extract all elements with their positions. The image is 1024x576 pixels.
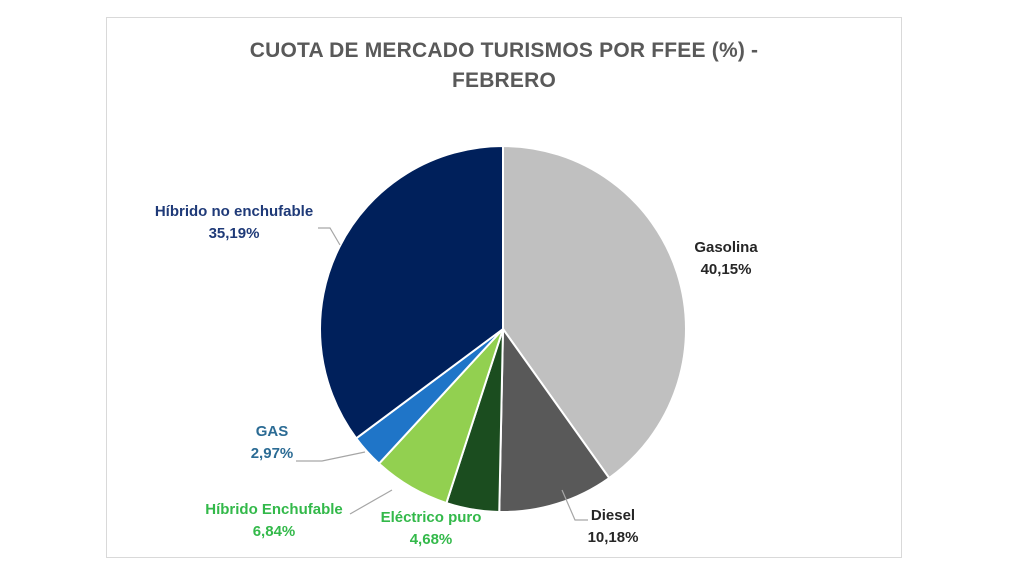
slice-category-label: GAS xyxy=(256,423,289,440)
slice-value-label: 35,19% xyxy=(209,225,260,242)
leader-line xyxy=(349,489,393,515)
leader-line xyxy=(296,451,366,462)
chart-title: CUOTA DE MERCADO TURISMOS POR FFEE (%) -… xyxy=(107,36,901,96)
slice-label-group: GAS 2,97% xyxy=(251,423,294,462)
pie-slice-gasolina xyxy=(502,144,687,480)
pie-slice-diesel xyxy=(498,325,611,513)
leader-line xyxy=(561,489,588,521)
leader-line xyxy=(318,227,341,246)
slice-labels: Gasolina 40,15% Diesel 10,18% Eléctrico puro… xyxy=(155,203,759,548)
slice-category-label: Híbrido Enchufable xyxy=(205,501,343,518)
slice-value-label: 40,15% xyxy=(701,261,752,278)
slice-value-label: 10,18% xyxy=(588,529,639,546)
slice-category-label: Diesel xyxy=(591,507,635,524)
slice-label-group: Gasolina 40,15% xyxy=(694,239,758,278)
slice-category-label: Híbrido no enchufable xyxy=(155,203,313,220)
leader-lines xyxy=(296,227,588,521)
slice-value-label: 2,97% xyxy=(251,445,294,462)
slice-label-group: Diesel 10,18% xyxy=(588,507,639,546)
slice-label-group: Híbrido no enchufable 35,19% xyxy=(155,203,313,242)
slice-category-label: Gasolina xyxy=(694,239,758,256)
slice-label-group: Eléctrico puro 4,68% xyxy=(381,509,482,548)
chart-title-line-2: FEBRERO xyxy=(451,69,557,92)
pie-slice-h-brido-no-enchufable xyxy=(319,144,504,440)
slice-value-label: 4,68% xyxy=(410,531,453,548)
slice-value-label: 6,84% xyxy=(253,523,296,540)
pie-slices xyxy=(319,144,687,513)
slice-label-group: Híbrido Enchufable 6,84% xyxy=(205,501,343,540)
chart-title-line-1: CUOTA DE MERCADO TURISMOS POR FFEE (%) - xyxy=(249,39,759,62)
slice-category-label: Eléctrico puro xyxy=(381,509,482,526)
